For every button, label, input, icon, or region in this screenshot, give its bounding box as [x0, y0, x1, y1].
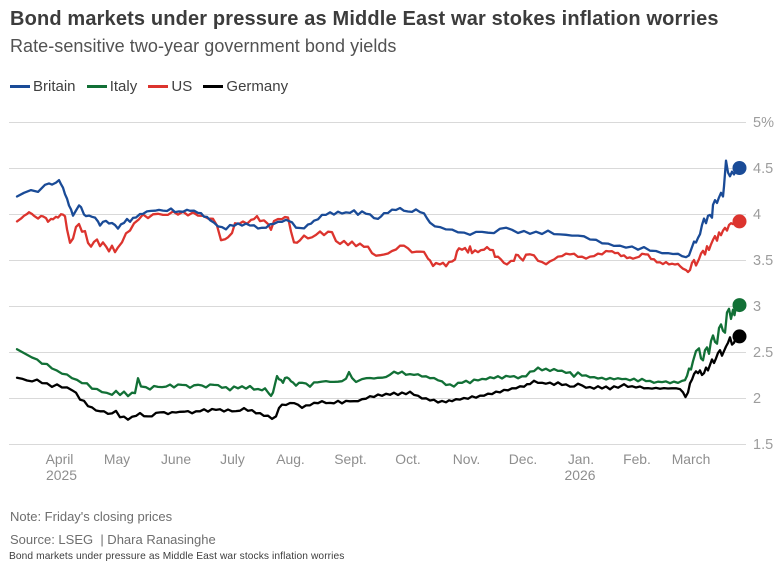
svg-text:June: June [161, 451, 191, 467]
svg-text:2025: 2025 [46, 467, 77, 483]
svg-text:3.5: 3.5 [753, 253, 773, 269]
svg-text:Oct.: Oct. [395, 451, 420, 467]
svg-text:July: July [220, 451, 245, 467]
svg-text:3: 3 [753, 299, 761, 315]
svg-text:1.5: 1.5 [753, 437, 773, 453]
svg-text:2026: 2026 [565, 467, 596, 483]
svg-text:Feb.: Feb. [623, 451, 651, 467]
svg-text:Nov.: Nov. [453, 451, 481, 467]
svg-text:April: April [46, 451, 74, 467]
svg-text:5%: 5% [753, 115, 774, 131]
svg-text:4.5: 4.5 [753, 161, 773, 177]
svg-text:May: May [104, 451, 130, 467]
svg-text:2: 2 [753, 391, 761, 407]
svg-text:Sept.: Sept. [334, 451, 366, 467]
svg-text:Dec.: Dec. [509, 451, 538, 467]
svg-text:2.5: 2.5 [753, 345, 773, 361]
svg-text:Aug.: Aug. [276, 451, 305, 467]
svg-text:March: March [672, 451, 711, 467]
svg-text:Jan.: Jan. [568, 451, 594, 467]
svg-text:4: 4 [753, 207, 761, 223]
